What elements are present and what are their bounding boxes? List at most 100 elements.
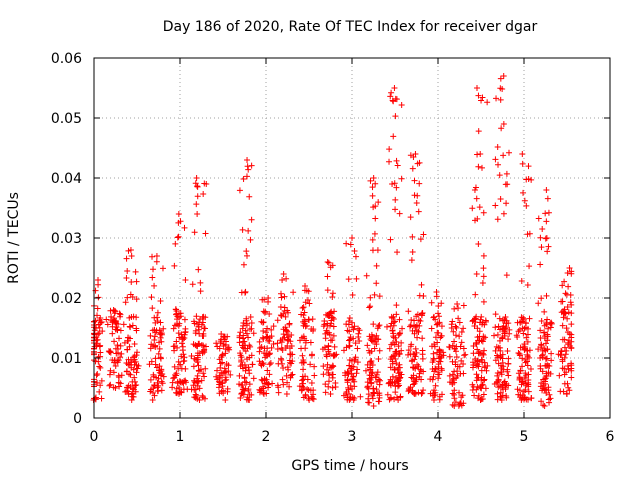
data-point: [475, 92, 482, 99]
data-point: [123, 368, 130, 375]
data-point: [478, 313, 485, 320]
data-point: [277, 312, 284, 319]
data-point: [353, 275, 360, 282]
data-point: [158, 330, 165, 337]
data-point: [395, 331, 402, 338]
data-point: [239, 226, 246, 233]
data-point: [284, 379, 291, 386]
data-point: [127, 371, 134, 378]
data-point: [188, 386, 195, 393]
data-point: [416, 370, 423, 377]
data-point: [499, 335, 506, 342]
data-point: [543, 321, 550, 328]
data-point: [503, 393, 510, 400]
data-point: [368, 331, 375, 338]
data-point: [409, 233, 416, 240]
data-point: [526, 354, 533, 361]
data-point: [238, 382, 245, 389]
data-point: [524, 282, 531, 289]
data-point: [128, 253, 135, 259]
data-point: [419, 335, 426, 342]
data-point: [538, 295, 545, 302]
data-point: [398, 339, 405, 346]
data-point: [160, 325, 167, 332]
data-point: [356, 337, 363, 344]
data-point: [538, 379, 545, 386]
data-point: [471, 187, 478, 194]
data-point: [548, 350, 555, 357]
data-point: [130, 386, 137, 393]
data-point: [110, 307, 117, 313]
data-point: [286, 345, 293, 352]
data-point: [449, 401, 456, 408]
y-tick-label: 0.06: [51, 51, 82, 67]
data-point: [393, 302, 400, 309]
data-point: [239, 325, 246, 332]
data-point: [406, 323, 413, 330]
data-point: [376, 322, 383, 329]
data-point: [565, 384, 572, 391]
data-point: [498, 397, 505, 403]
data-point: [420, 387, 427, 394]
data-point: [562, 290, 569, 297]
data-point: [174, 380, 181, 387]
data-point: [279, 376, 286, 383]
data-point: [452, 332, 459, 339]
data-point: [342, 372, 349, 379]
data-point: [330, 323, 337, 330]
data-point: [388, 313, 395, 320]
data-point: [538, 244, 545, 251]
data-point: [192, 391, 199, 398]
data-point: [149, 253, 156, 260]
data-point: [471, 316, 478, 323]
data-point: [193, 313, 200, 320]
data-point: [96, 363, 103, 370]
x-tick-labels: 0 1 2 3 4 5 6: [90, 429, 615, 445]
data-point: [561, 336, 568, 343]
x-tick-label: 2: [262, 429, 271, 445]
data-point: [153, 253, 160, 259]
data-point: [409, 248, 416, 255]
data-point: [384, 391, 391, 398]
data-point: [545, 396, 552, 403]
y-tick-label: 0.01: [51, 351, 82, 367]
data-point: [564, 362, 571, 369]
data-point: [384, 323, 391, 330]
data-point: [371, 230, 378, 237]
data-point: [448, 325, 455, 332]
data-point: [262, 354, 269, 361]
data-point: [227, 371, 234, 378]
data-point: [219, 352, 226, 359]
data-point: [469, 205, 476, 212]
data-point: [343, 240, 350, 247]
data-point: [352, 340, 359, 347]
data-point: [560, 314, 567, 321]
data-point: [520, 344, 527, 351]
data-point: [434, 320, 441, 327]
data-point: [150, 343, 157, 350]
data-point: [545, 325, 552, 332]
data-point: [389, 97, 396, 104]
data-point: [147, 376, 154, 383]
data-point: [501, 328, 508, 335]
data-point: [245, 334, 252, 341]
data-point: [377, 377, 384, 384]
data-point: [191, 229, 198, 236]
data-point: [472, 217, 479, 224]
data-point: [222, 377, 229, 384]
data-point: [373, 280, 380, 287]
data-point: [288, 372, 295, 379]
data-point: [319, 346, 326, 353]
data-point: [418, 310, 425, 317]
data-point: [192, 180, 199, 187]
data-point: [491, 380, 498, 387]
data-point: [301, 309, 308, 316]
data-point: [243, 322, 250, 329]
data-point: [543, 387, 550, 394]
data-point: [392, 389, 399, 396]
data-point: [393, 184, 400, 191]
data-point: [565, 309, 572, 316]
data-point: [480, 252, 487, 259]
data-point: [342, 390, 349, 397]
data-point: [430, 397, 437, 403]
